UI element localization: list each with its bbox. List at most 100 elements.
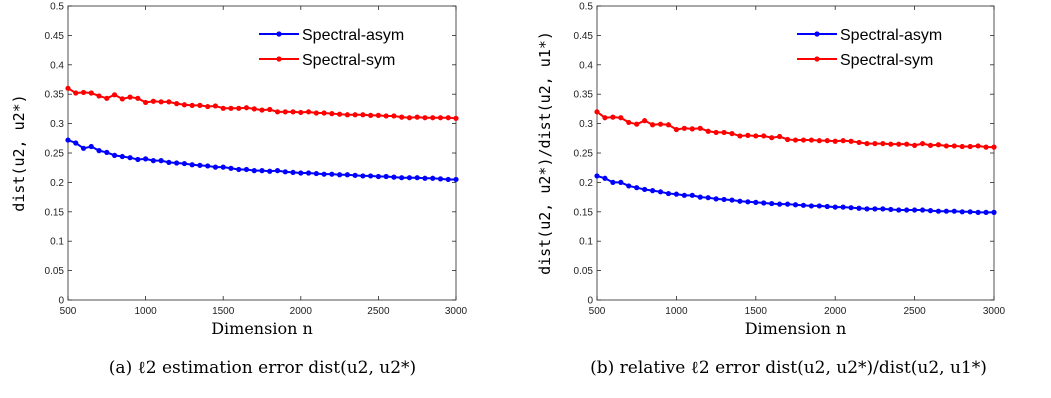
data-point bbox=[174, 101, 180, 107]
data-point bbox=[65, 85, 71, 91]
data-point bbox=[967, 209, 973, 215]
y-tick-label: 0.3 bbox=[50, 119, 64, 130]
y-tick-label: 0.25 bbox=[45, 149, 65, 160]
data-point bbox=[832, 138, 838, 144]
data-point bbox=[935, 142, 942, 148]
data-point bbox=[368, 112, 374, 118]
data-point bbox=[697, 125, 703, 131]
data-point bbox=[375, 173, 381, 180]
series-line bbox=[67, 139, 456, 181]
data-point bbox=[864, 140, 870, 147]
data-point bbox=[800, 202, 807, 208]
data-point bbox=[267, 168, 273, 174]
data-point bbox=[166, 99, 172, 105]
data-point bbox=[197, 102, 203, 108]
y-tick-label: 0.05 bbox=[45, 266, 65, 277]
series-spectral-sym bbox=[65, 85, 459, 121]
data-point bbox=[729, 197, 735, 203]
data-point bbox=[352, 172, 358, 178]
data-point bbox=[344, 172, 350, 178]
data-point bbox=[991, 209, 997, 215]
data-point bbox=[220, 164, 226, 170]
data-point bbox=[681, 125, 687, 131]
data-point bbox=[274, 168, 281, 174]
legend-label: Spectral-asym bbox=[302, 27, 404, 44]
data-point bbox=[753, 199, 759, 205]
x-tick-label: 1500 bbox=[745, 306, 768, 317]
data-point bbox=[453, 176, 459, 183]
data-point bbox=[657, 189, 664, 195]
data-point bbox=[705, 195, 711, 201]
x-tick-label: 2000 bbox=[824, 306, 847, 317]
y-tick-label: 0.45 bbox=[574, 31, 594, 42]
data-point bbox=[832, 204, 838, 210]
data-point bbox=[713, 129, 719, 136]
data-point bbox=[784, 136, 791, 143]
data-point bbox=[274, 109, 281, 115]
data-point bbox=[880, 206, 886, 212]
data-point bbox=[896, 207, 902, 213]
data-point bbox=[119, 96, 125, 102]
legend-marker bbox=[814, 56, 820, 62]
data-point bbox=[840, 204, 846, 210]
data-point bbox=[282, 109, 288, 115]
data-point bbox=[626, 119, 632, 126]
data-point bbox=[414, 114, 420, 120]
series-spectral-asym bbox=[594, 173, 997, 215]
data-point bbox=[305, 109, 312, 115]
x-tick-label: 3000 bbox=[983, 306, 1006, 317]
x-tick-label: 1500 bbox=[212, 306, 235, 317]
data-point bbox=[951, 143, 957, 149]
data-point bbox=[721, 196, 727, 203]
data-point bbox=[888, 206, 894, 213]
data-point bbox=[808, 203, 814, 209]
data-point bbox=[649, 122, 656, 128]
y-tick-label: 0.5 bbox=[579, 2, 593, 13]
chart-b-svg: 0 0.05 0.1 0.15 0.2 0.25 0.3 0.35 0.4 0.45 0.5 500 1… bbox=[536, 2, 1006, 339]
data-point bbox=[697, 194, 703, 200]
data-point bbox=[290, 169, 296, 176]
data-point bbox=[777, 133, 783, 140]
data-point bbox=[313, 170, 319, 177]
data-point bbox=[236, 166, 242, 173]
data-point bbox=[135, 95, 141, 101]
data-point bbox=[919, 207, 926, 213]
data-point bbox=[919, 140, 926, 147]
data-point bbox=[96, 148, 102, 154]
data-point bbox=[391, 174, 397, 180]
data-point bbox=[769, 200, 775, 207]
data-point bbox=[228, 105, 234, 111]
data-point bbox=[872, 140, 878, 147]
data-point bbox=[352, 112, 358, 118]
data-point bbox=[959, 143, 965, 150]
data-point bbox=[65, 137, 71, 143]
data-point bbox=[267, 106, 273, 113]
data-point bbox=[445, 115, 451, 121]
data-point bbox=[856, 139, 862, 146]
data-point bbox=[634, 121, 640, 127]
data-point bbox=[406, 115, 413, 121]
data-point bbox=[150, 158, 156, 164]
data-point bbox=[212, 164, 219, 170]
data-point bbox=[368, 173, 374, 179]
data-point bbox=[259, 168, 265, 174]
data-point bbox=[848, 138, 854, 144]
data-point bbox=[73, 90, 79, 96]
y-tick-label: 0.15 bbox=[574, 207, 594, 218]
data-point bbox=[166, 159, 172, 166]
y-tick-label: 0 bbox=[58, 296, 64, 307]
data-point bbox=[673, 126, 679, 133]
caption-a: (a) ℓ2 estimation error dist(u2, u2*) bbox=[108, 358, 417, 378]
data-point bbox=[88, 143, 94, 150]
data-point bbox=[329, 111, 335, 117]
data-point bbox=[943, 143, 949, 149]
data-point bbox=[414, 175, 420, 181]
data-point bbox=[951, 208, 957, 214]
data-point bbox=[784, 201, 791, 207]
y-axis-title: dist(u2, u2*)/dist(u2, u1*) bbox=[536, 31, 554, 275]
y-tick-label: 0.4 bbox=[579, 60, 593, 71]
legend-label: Spectral-asym bbox=[840, 27, 942, 44]
y-tick-label: 0 bbox=[587, 296, 593, 307]
data-point bbox=[634, 185, 640, 191]
data-point bbox=[626, 183, 632, 189]
